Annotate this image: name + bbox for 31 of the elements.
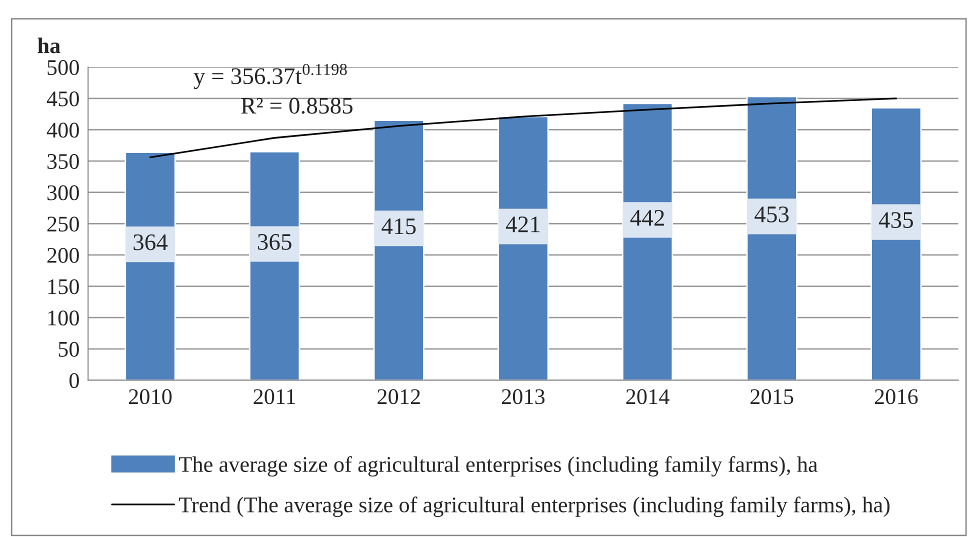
legend-label: The average size of agricultural enterprises (including family farms), ha [179,456,818,477]
y-tick-label: 400 [46,122,79,138]
y-tick-label: 450 [46,91,79,106]
y-tick-label: 200 [47,248,79,263]
data-label: 442 [630,210,664,226]
x-tick-label: 2010 [129,389,172,404]
data-label: 453 [754,206,789,222]
data-label: 364 [134,234,168,250]
x-tick-label: 2012 [378,389,420,404]
legend-label: Trend (The average size of agricultural enterprises (including family farms), ha) [179,496,890,517]
y-tick-label: 500 [48,60,79,76]
x-tick-label: 2013 [502,389,545,404]
y-tick-label: 100 [48,310,79,326]
y-axis-title: ha [38,38,60,54]
y-tick-label: 300 [47,185,79,200]
annotation: R² = 0.8585 [241,98,352,114]
x-tick-label: 2016 [874,389,918,404]
data-label: 365 [258,234,292,250]
line-series [149,98,897,158]
x-tick-label: 2014 [626,389,670,404]
y-tick-label: 50 [58,342,79,357]
x-tick-label: 2015 [750,389,794,404]
data-label: 415 [382,218,416,234]
y-tick-label: 350 [47,154,79,169]
y-tick-label: 250 [47,216,79,232]
x-tick-label: 2011 [254,389,296,404]
annotation: y = 356.37t$^{0.1198}$ [194,64,347,90]
data-label: 435 [878,212,913,228]
y-tick-label: 0 [69,373,79,388]
data-label: 421 [506,216,540,232]
y-tick-label: 150 [48,279,79,294]
